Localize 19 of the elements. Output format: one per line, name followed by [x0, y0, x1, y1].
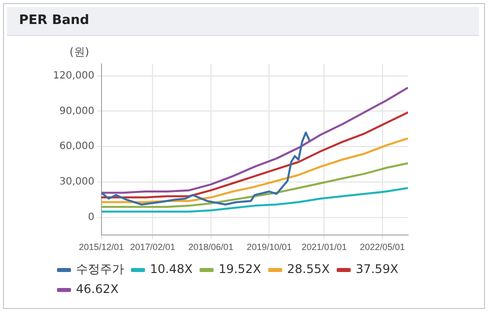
x-tick-label: 2019/10/01: [246, 242, 292, 252]
y-tick-label: 30,000: [59, 176, 94, 188]
legend-label: 37.59X: [356, 262, 398, 276]
x-tick-label: 2022/05/01: [360, 242, 405, 252]
legend-label: 19.52X: [218, 262, 262, 276]
chart-title: PER Band: [19, 13, 90, 28]
y-tick-label: 0: [88, 212, 94, 224]
y-axis-title: (원): [70, 45, 90, 58]
legend-label: 10.48X: [150, 262, 193, 276]
x-tick-label: 2017/02/01: [130, 242, 176, 252]
y-tick-label: 120,000: [52, 70, 94, 82]
y-tick-label: 90,000: [59, 106, 94, 117]
y-tick-label: 60,000: [59, 141, 94, 152]
legend-label: 수정주가: [76, 262, 124, 276]
x-tick-label: 2018/06/01: [188, 242, 234, 252]
x-tick-label: 2021/01/01: [302, 242, 347, 252]
x-tick-label: 2015/12/01: [78, 242, 124, 252]
legend-label: 28.55X: [287, 262, 330, 276]
legend-label: 46.62X: [76, 282, 119, 296]
